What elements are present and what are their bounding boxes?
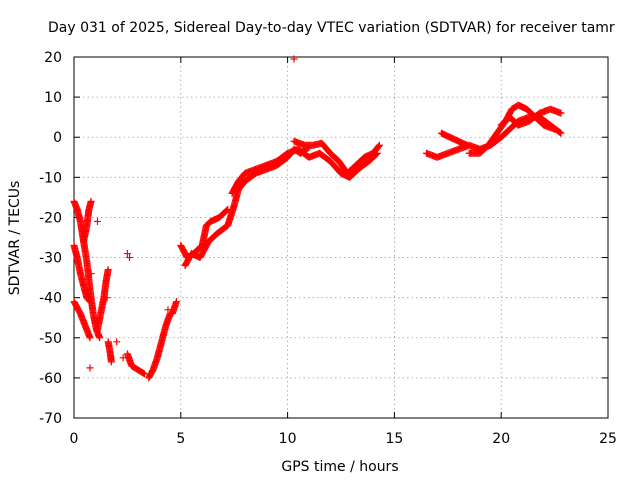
y-tick-label: -10	[39, 170, 62, 186]
data-point	[463, 141, 471, 149]
plot-frame	[73, 56, 609, 419]
y-tick-label: -40	[39, 291, 62, 307]
data-point	[222, 207, 230, 215]
data-points	[70, 55, 565, 382]
data-point	[140, 370, 148, 378]
data-point	[86, 298, 94, 306]
data-point	[375, 141, 383, 149]
data-point	[103, 294, 111, 302]
x-tick-label: 0	[70, 431, 79, 447]
data-point	[557, 109, 565, 117]
x-tick-label: 25	[599, 431, 617, 447]
x-tick-label: 10	[279, 431, 297, 447]
y-tick-label: 10	[44, 90, 62, 106]
y-axis-label: SDTVAR / TECUs	[7, 181, 23, 296]
y-tick-label: 0	[53, 130, 62, 146]
data-point	[87, 197, 95, 205]
data-point	[86, 334, 94, 342]
grid-lines	[74, 57, 608, 418]
data-point	[139, 369, 147, 377]
data-point	[164, 306, 172, 314]
x-tick-label: 15	[385, 431, 403, 447]
y-tick-label: -20	[39, 210, 62, 226]
x-axis-label: GPS time / hours	[281, 459, 398, 475]
data-point	[375, 142, 383, 150]
data-point	[123, 250, 131, 258]
data-point	[126, 254, 134, 262]
data-point	[551, 125, 559, 133]
y-tick-label: 20	[44, 50, 62, 66]
data-point	[107, 358, 115, 366]
data-point	[556, 128, 564, 136]
data-point	[86, 364, 94, 372]
chart-title: Day 031 of 2025, Sidereal Day-to-day VTE…	[48, 20, 615, 36]
data-point	[87, 270, 95, 278]
data-point	[85, 297, 93, 305]
x-tick-label: 20	[492, 431, 510, 447]
data-point	[290, 55, 298, 63]
data-point	[93, 217, 101, 225]
data-point	[96, 334, 104, 342]
data-point	[104, 266, 112, 274]
data-point	[119, 354, 127, 362]
data-point	[173, 298, 181, 306]
y-tick-label: -50	[39, 331, 62, 347]
data-point	[113, 338, 121, 346]
y-tick-label: -60	[39, 371, 62, 387]
x-tick-label: 5	[176, 431, 185, 447]
data-point	[557, 129, 565, 137]
axis-ticks: 0 5 10 15 20 25 -70 -60 -50 -40 -30 -20 -10 0 10 20	[39, 50, 617, 447]
y-tick-label: -70	[39, 411, 62, 427]
y-tick-label: -30	[39, 251, 62, 267]
